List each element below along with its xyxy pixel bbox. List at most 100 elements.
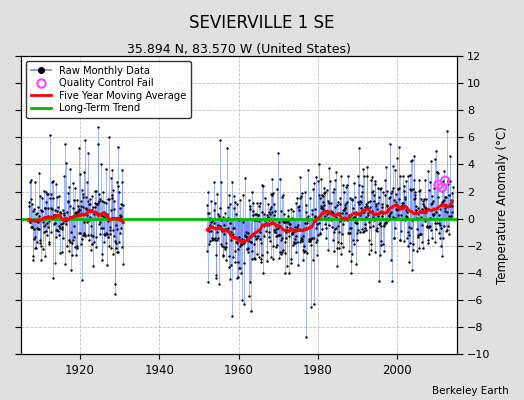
Point bbox=[294, 262, 302, 268]
Point bbox=[336, 240, 345, 246]
Point bbox=[424, 168, 432, 174]
Point bbox=[41, 205, 49, 211]
Point bbox=[416, 231, 424, 238]
Point bbox=[285, 221, 293, 227]
Point bbox=[381, 220, 390, 226]
Point bbox=[66, 166, 74, 172]
Point bbox=[83, 218, 92, 225]
Point bbox=[399, 200, 407, 206]
Point bbox=[97, 257, 106, 263]
Point bbox=[206, 238, 214, 244]
Point bbox=[329, 237, 337, 244]
Point bbox=[294, 207, 303, 213]
Point bbox=[66, 202, 74, 209]
Point bbox=[112, 222, 120, 228]
Point bbox=[247, 248, 256, 254]
Point bbox=[320, 190, 328, 197]
Point bbox=[305, 237, 314, 244]
Point bbox=[38, 195, 46, 202]
Point bbox=[66, 239, 74, 245]
Point bbox=[55, 223, 63, 230]
Point bbox=[222, 244, 231, 251]
Point bbox=[405, 232, 413, 239]
Point bbox=[75, 230, 83, 236]
Point bbox=[321, 221, 329, 227]
Point bbox=[250, 217, 258, 223]
Point bbox=[358, 226, 366, 232]
Point bbox=[100, 199, 108, 205]
Point bbox=[341, 204, 349, 211]
Point bbox=[387, 190, 396, 196]
Point bbox=[392, 190, 400, 197]
Point bbox=[212, 275, 220, 281]
Point bbox=[244, 245, 252, 251]
Point bbox=[391, 215, 400, 221]
Point bbox=[310, 235, 318, 242]
Point bbox=[82, 193, 91, 200]
Point bbox=[115, 205, 124, 212]
Point bbox=[33, 239, 41, 245]
Point bbox=[27, 196, 35, 202]
Point bbox=[114, 249, 123, 256]
Point bbox=[64, 199, 72, 205]
Point bbox=[439, 178, 447, 185]
Point bbox=[36, 193, 44, 200]
Point bbox=[319, 199, 327, 205]
Point bbox=[421, 218, 430, 224]
Point bbox=[93, 201, 102, 207]
Point bbox=[114, 183, 122, 189]
Point bbox=[406, 186, 414, 192]
Point bbox=[322, 225, 331, 232]
Point bbox=[227, 179, 236, 186]
Point bbox=[111, 238, 119, 244]
Point bbox=[235, 216, 243, 223]
Point bbox=[253, 251, 261, 257]
Point bbox=[406, 172, 414, 178]
Point bbox=[68, 252, 76, 258]
Point bbox=[411, 189, 419, 196]
Point bbox=[94, 200, 102, 206]
Point bbox=[381, 220, 390, 226]
Point bbox=[113, 144, 122, 150]
Point bbox=[346, 230, 354, 236]
Point bbox=[25, 199, 34, 206]
Point bbox=[435, 220, 443, 227]
Point bbox=[259, 182, 267, 189]
Point bbox=[367, 246, 375, 253]
Point bbox=[321, 235, 330, 242]
Point bbox=[106, 231, 114, 237]
Point bbox=[446, 201, 455, 208]
Point bbox=[50, 212, 58, 219]
Point bbox=[395, 144, 403, 150]
Point bbox=[360, 209, 368, 215]
Point bbox=[353, 220, 362, 227]
Point bbox=[251, 211, 259, 218]
Point bbox=[269, 227, 278, 234]
Point bbox=[417, 231, 425, 237]
Point bbox=[243, 245, 251, 252]
Point bbox=[80, 218, 89, 225]
Point bbox=[84, 232, 93, 238]
Point bbox=[393, 202, 401, 208]
Point bbox=[429, 198, 437, 204]
Point bbox=[422, 196, 430, 202]
Point bbox=[105, 243, 114, 250]
Point bbox=[52, 234, 61, 240]
Point bbox=[117, 225, 125, 231]
Point bbox=[378, 201, 387, 207]
Point bbox=[118, 166, 127, 173]
Point bbox=[205, 209, 213, 216]
Point bbox=[119, 219, 127, 225]
Point bbox=[100, 231, 108, 237]
Point bbox=[35, 212, 43, 219]
Point bbox=[388, 163, 397, 169]
Point bbox=[116, 211, 124, 218]
Point bbox=[334, 210, 343, 216]
Point bbox=[227, 229, 235, 235]
Point bbox=[291, 200, 300, 206]
Point bbox=[275, 231, 283, 238]
Point bbox=[437, 242, 445, 249]
Point bbox=[116, 230, 124, 236]
Point bbox=[369, 213, 377, 220]
Point bbox=[84, 198, 92, 204]
